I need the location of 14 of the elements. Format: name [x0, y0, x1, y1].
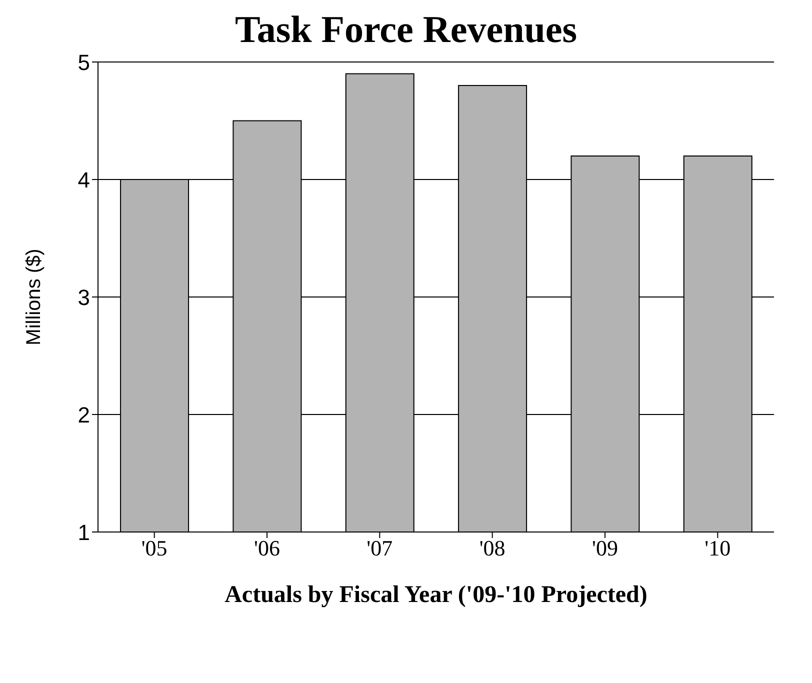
y-tick-label: 1 — [78, 520, 90, 545]
x-axis-title: Actuals by Fiscal Year ('09-'10 Projected) — [224, 582, 648, 608]
y-axis-title: Millions ($) — [23, 248, 46, 346]
y-tick-label: 4 — [78, 167, 90, 192]
x-tick-label: '08 — [479, 536, 506, 561]
y-tick-label: 5 — [78, 50, 90, 75]
x-tick-label: '09 — [592, 536, 618, 561]
x-tick-label: '06 — [254, 536, 280, 561]
x-tick-label: '10 — [704, 536, 731, 561]
x-tick-label: '07 — [366, 536, 393, 561]
y-tick-label: 3 — [78, 284, 90, 310]
y-tick-label: 2 — [78, 402, 90, 428]
x-tick-label: '05 — [141, 536, 168, 561]
chart-title: Task Force Revenues — [235, 9, 577, 51]
